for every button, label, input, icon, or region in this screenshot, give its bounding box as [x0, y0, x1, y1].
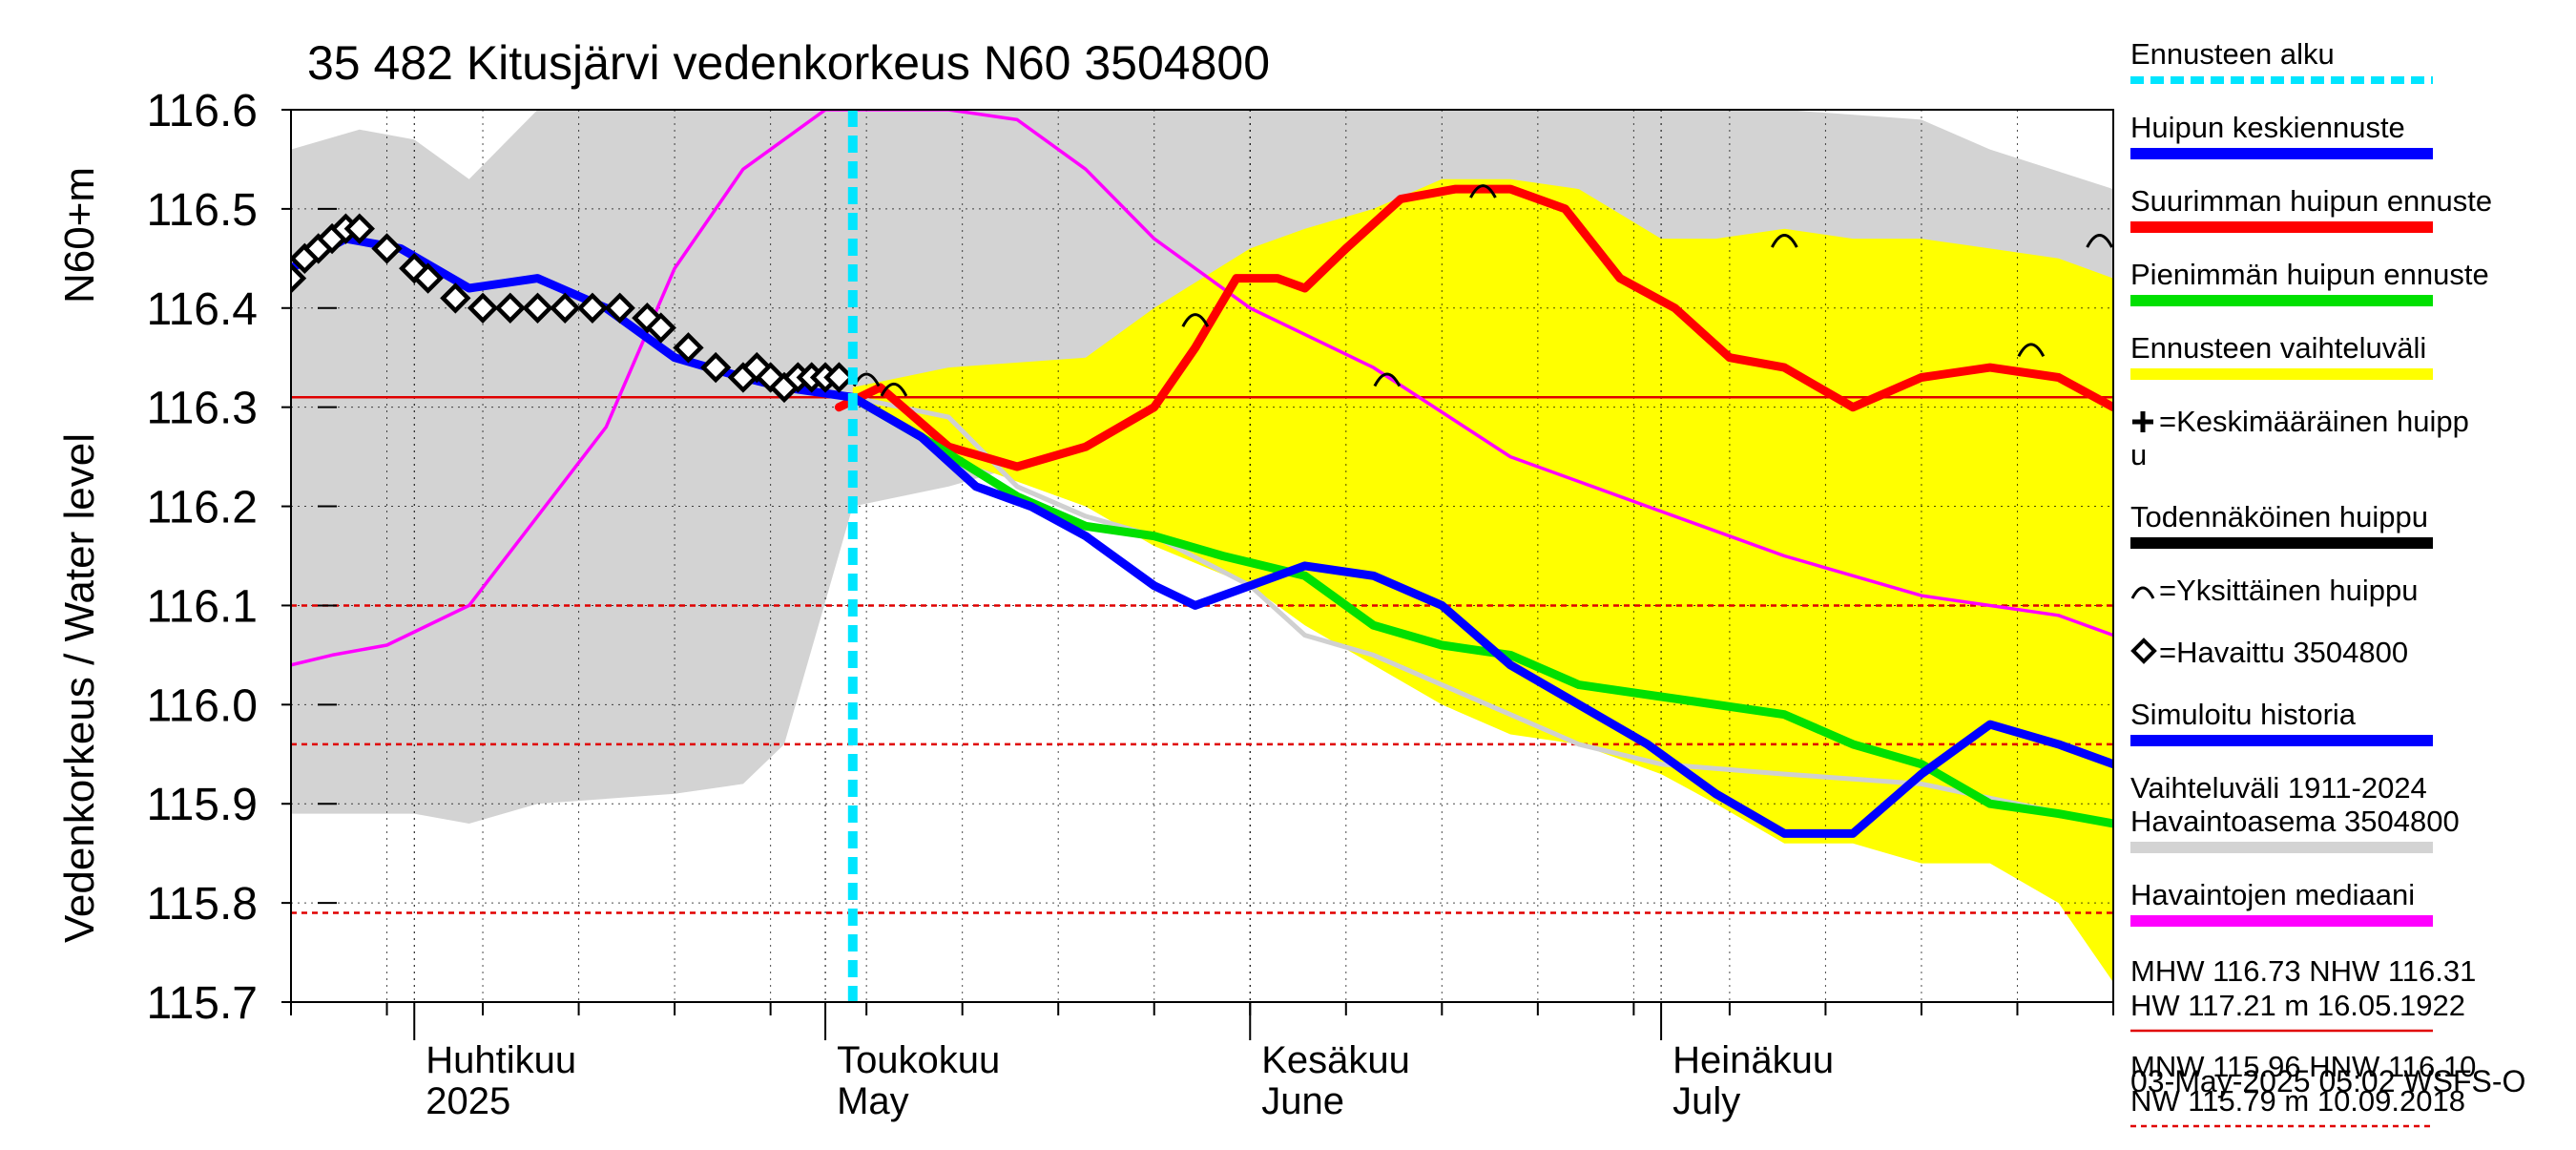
legend-label: Ennusteen alku	[2130, 37, 2335, 71]
legend-label: Huipun keskiennuste	[2130, 111, 2405, 144]
observed-point	[645, 312, 676, 344]
legend-item-havaintojen-mediaani: Havaintojen mediaani	[2130, 878, 2433, 927]
legend-label-line2: Havaintoasema 3504800	[2130, 805, 2460, 838]
y-tick-label: 116.4	[146, 284, 258, 335]
legend-item-todennakoinen-huippu: Todennäköinen huippu	[2130, 500, 2433, 549]
stats-line: MHW 116.73 NHW 116.31	[2130, 954, 2476, 988]
x-month-label: Toukokuu	[837, 1039, 1000, 1081]
x-month-sublabel: 2025	[426, 1080, 510, 1122]
legend-label-line2: u	[2130, 438, 2147, 471]
legend-item-simuloitu-historia: Simuloitu historia	[2130, 698, 2433, 746]
observed-point	[576, 292, 609, 324]
stats-line: HW 117.21 m 16.05.1922	[2130, 989, 2465, 1022]
series-pienimman-huipun-ennuste	[848, 392, 2113, 828]
legend-item-havaittu: =Havaittu 3504800	[2130, 636, 2408, 669]
series-suurimman-huipun-ennuste	[834, 184, 2113, 471]
legend-label: Todennäköinen huippu	[2130, 500, 2428, 533]
series-havaintojen-mediaani	[291, 110, 2113, 667]
observed-point	[673, 332, 704, 364]
legend-item-ennuste-alku: Ennusteen alku	[2130, 37, 2433, 84]
x-month-label: Heinäkuu	[1672, 1039, 1834, 1081]
observed-point	[291, 262, 307, 294]
single-peaks	[852, 184, 2113, 397]
x-month-label: Kesäkuu	[1261, 1039, 1410, 1081]
legend-label: Pienimmän huipun ennuste	[2130, 258, 2489, 291]
y-tick-label: 116.1	[146, 581, 258, 632]
y-axis-label: Vedenkorkeus / Water level	[56, 433, 103, 943]
observed-point	[494, 292, 526, 324]
band-vaihteluvali-1911-2024-havaintoasema-3504800	[291, 110, 2113, 824]
observed-point	[440, 282, 471, 314]
legend-label: Ennusteen vaihteluväli	[2130, 331, 2426, 365]
x-month-label: Huhtikuu	[426, 1039, 576, 1081]
legend-swatch	[2130, 586, 2155, 599]
legend-label: =Havaittu 3504800	[2159, 636, 2408, 669]
legend-swatch	[2130, 638, 2157, 664]
observed-point	[700, 351, 732, 384]
y-tick-label: 116.6	[146, 86, 258, 136]
legend-item-suurimman-huipun-ennuste: Suurimman huipun ennuste	[2130, 184, 2492, 233]
observed-point	[550, 292, 581, 324]
legend-label: =Yksittäinen huippu	[2159, 574, 2418, 607]
observed-point	[522, 292, 553, 324]
chart-title: 35 482 Kitusjärvi vedenkorkeus N60 35048…	[307, 36, 1270, 90]
legend-item-yksittainen-huippu: =Yksittäinen huippu	[2130, 574, 2418, 607]
single-peak-marker	[2017, 343, 2046, 358]
single-peak-marker	[1373, 372, 1402, 387]
legend-label: Simuloitu historia	[2130, 698, 2357, 731]
legend-item-keskimaarainen-huippu: =Keskimääräinen huipp u	[2130, 405, 2469, 471]
y-tick-label: 115.7	[146, 978, 258, 1029]
timestamp-label: 03-May-2025 05:02 WSFS-O	[2130, 1064, 2525, 1098]
plot-frame	[290, 109, 2114, 1003]
legend-label: Havaintojen mediaani	[2130, 878, 2415, 911]
series-mediaani-ennuste	[850, 394, 2113, 826]
single-peak-marker	[1771, 234, 1798, 248]
legend-label: Vaihteluväli 1911-2024	[2130, 771, 2427, 805]
y-tick-label: 116.0	[146, 680, 258, 731]
legend-item-huipun-keskiennuste: Huipun keskiennuste	[2130, 111, 2433, 159]
stats-line: MNW 115.96 HNW 116.10	[2130, 1050, 2476, 1083]
legend-item-vaihteluvali: Vaihteluväli 1911-2024 Havaintoasema 350…	[2130, 771, 2460, 853]
y-tick-label: 116.5	[146, 185, 258, 236]
x-month-sublabel: May	[837, 1080, 909, 1122]
y-tick-label: 116.2	[146, 483, 258, 533]
series-havaittu-points	[291, 213, 855, 404]
legend-label: Suurimman huipun ennuste	[2130, 184, 2492, 218]
y-tick-label: 116.3	[146, 384, 258, 434]
single-peak-marker	[880, 382, 908, 397]
observed-point	[823, 362, 855, 393]
legend-item-ennusteen-vaihteluvali: Ennusteen vaihteluväli	[2130, 331, 2433, 380]
observed-point	[467, 292, 499, 324]
single-peak-marker	[1469, 184, 1497, 199]
x-month-sublabel: July	[1672, 1080, 1740, 1122]
observed-point	[604, 292, 635, 324]
y-tick-label: 115.9	[146, 780, 258, 830]
single-peak-marker	[1181, 313, 1210, 327]
observed-point	[412, 262, 444, 294]
y-tick-label: 115.8	[146, 879, 258, 930]
legend-swatch	[2132, 411, 2153, 432]
stats-line: NW 115.79 m 10.09.2018	[2130, 1084, 2465, 1118]
observed-point	[343, 213, 375, 244]
x-month-sublabel: June	[1261, 1080, 1344, 1122]
single-peak-marker	[2086, 234, 2113, 248]
observed-point	[371, 233, 403, 264]
legend-item-pienimman-huipun-ennuste: Pienimmän huipun ennuste	[2130, 258, 2489, 306]
y-axis-unit-label: N60+m	[56, 167, 103, 303]
legend-label: =Keskimääräinen huipp	[2159, 405, 2469, 438]
